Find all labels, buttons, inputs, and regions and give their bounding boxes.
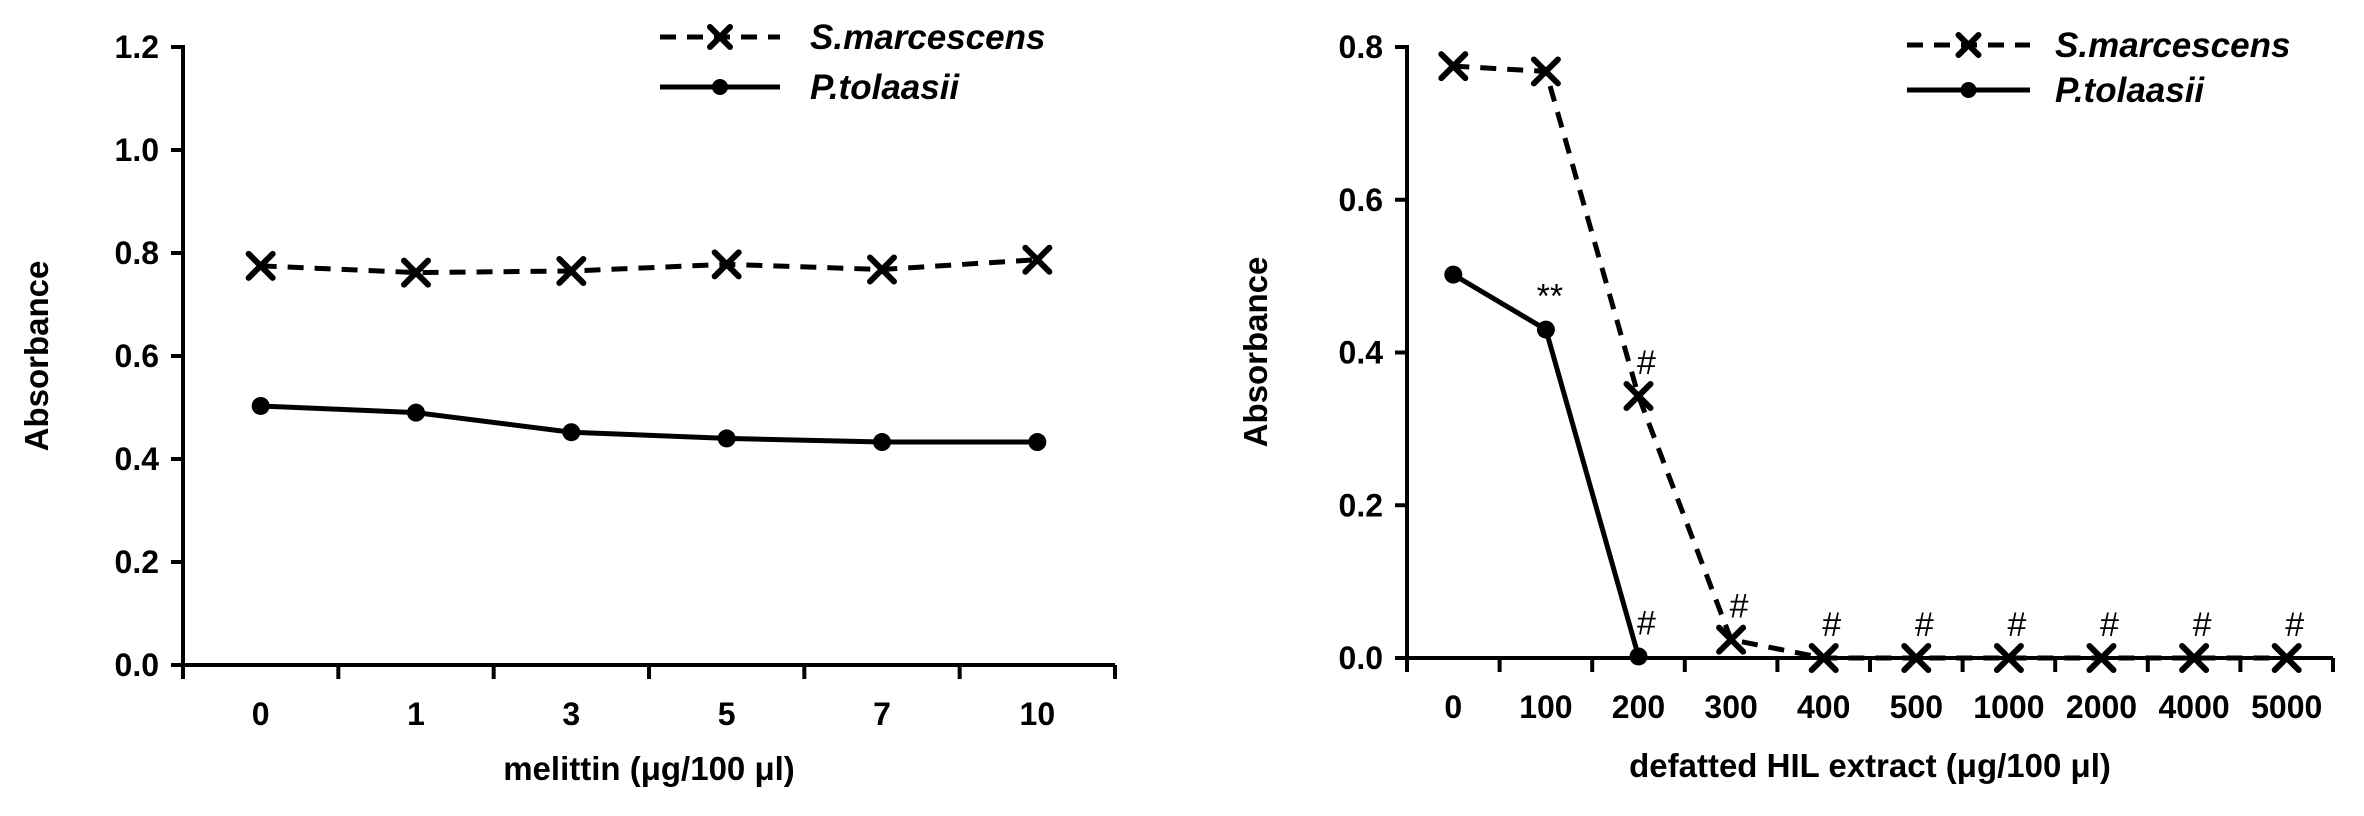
x-axis-title: defatted HIL extract (μg/100 μl)	[1629, 747, 2111, 784]
data-point-x	[867, 254, 897, 285]
x-axis-title: melittin (μg/100 μl)	[503, 750, 795, 787]
chart-melittin: 0.0 0.2 0.4 0.6 0.8 1.0 1.2 0 1 3 5 7 10 melittin (μg…	[18, 18, 1117, 787]
data-point-x	[1716, 624, 1747, 655]
legend-marker-dot	[1960, 82, 1977, 98]
data-point-x	[2086, 643, 2117, 673]
data-point-x	[245, 250, 276, 281]
series-line-p-tolaasii	[260, 403, 1038, 445]
y-tick-label: 0.8	[115, 235, 159, 271]
data-point-x	[556, 256, 587, 287]
series-line-s-marcescens	[1453, 63, 2287, 661]
significance-annotation: #	[1915, 606, 1934, 644]
y-tick-label: 0.6	[115, 338, 159, 374]
marker-stroke	[2271, 643, 2302, 673]
x-tick-label: 5	[718, 696, 736, 732]
marker-stroke	[711, 249, 742, 280]
chart-hil-extract: 0.0 0.2 0.4 0.6 0.8 0 100 200 300 400 500 1000 2000 4…	[1237, 26, 2335, 784]
x-tick-label: 500	[1890, 689, 1943, 725]
marker-stroke	[1901, 643, 1932, 673]
data-point-dot	[717, 429, 736, 448]
y-tick-label: 0.6	[1339, 182, 1383, 218]
x-tick-label: 0	[1444, 689, 1462, 725]
legend-label: S.marcescens	[810, 18, 1045, 57]
x-tick-label: 3	[562, 696, 580, 732]
data-point-x	[1901, 643, 1932, 673]
y-tick-label: 0.4	[1339, 335, 1384, 371]
y-tick-label: 0.2	[1339, 487, 1383, 523]
marker-stroke	[867, 254, 897, 285]
marker-stroke	[245, 250, 276, 281]
marker-stroke	[1955, 32, 1982, 58]
y-tick-label: 0.0	[115, 647, 159, 683]
y-tick-label: 1.0	[115, 132, 159, 168]
marker-stroke	[1716, 624, 1747, 655]
x-tick-label: 0	[252, 696, 270, 732]
significance-annotation: #	[2100, 606, 2119, 644]
data-point-x	[1993, 643, 2024, 673]
y-tick-label: 1.2	[115, 29, 159, 65]
legend-marker-x	[707, 24, 733, 50]
data-point-dot	[873, 433, 891, 452]
y-axis-title: Absorbance	[1237, 257, 1274, 448]
x-tick-label: 10	[1020, 696, 1056, 732]
data-point-x	[1530, 56, 1561, 87]
legend-marker-dot	[712, 79, 728, 95]
data-point-x	[1438, 51, 1469, 82]
x-tick-label: 7	[873, 696, 891, 732]
significance-annotation: #	[2285, 606, 2304, 644]
y-tick-label: 0.0	[1339, 640, 1383, 676]
data-point-x	[401, 257, 431, 288]
marker-stroke	[556, 256, 587, 287]
significance-annotation: #	[1637, 344, 1656, 382]
x-tick-label: 4000	[2159, 689, 2230, 725]
marker-stroke	[1022, 244, 1053, 275]
legend-label: S.marcescens	[2055, 26, 2290, 65]
data-point-dot	[1028, 433, 1047, 452]
significance-annotation: #	[2007, 606, 2026, 644]
data-point-dot	[1536, 320, 1555, 339]
data-point-x	[1808, 643, 1839, 673]
x-tick-label: 300	[1704, 689, 1757, 725]
y-tick-label: 0.2	[115, 544, 159, 580]
data-point-x	[2179, 643, 2210, 673]
marker-stroke	[707, 24, 733, 50]
marker-stroke	[2086, 643, 2117, 673]
y-tick-label: 0.4	[115, 441, 160, 477]
data-point-dot	[1444, 265, 1463, 284]
data-point-dot	[562, 423, 581, 442]
marker-stroke	[1808, 643, 1839, 673]
x-tick-label: 1000	[1973, 689, 2044, 725]
marker-stroke	[2179, 643, 2210, 673]
x-tick-label: 2000	[2066, 689, 2137, 725]
x-tick-label: 5000	[2251, 689, 2322, 725]
y-tick-label: 0.8	[1339, 29, 1383, 65]
data-point-x	[1022, 244, 1053, 275]
x-tick-label: 400	[1797, 689, 1850, 725]
x-tick-label: 100	[1519, 689, 1572, 725]
x-tick-label: 200	[1612, 689, 1665, 725]
data-point-dot	[251, 396, 270, 415]
legend-marker-x	[1955, 32, 1982, 58]
legend-label: P.tolaasii	[810, 68, 960, 107]
x-tick-label: 1	[407, 696, 425, 732]
marker-stroke	[401, 257, 431, 288]
data-point-x	[711, 249, 742, 280]
significance-annotation: **	[1537, 278, 1563, 316]
marker-stroke	[1993, 643, 2024, 673]
significance-annotation: #	[1730, 588, 1749, 626]
significance-annotation: #	[1822, 606, 1841, 644]
series-line-s-marcescens	[260, 257, 1038, 276]
data-point-x	[1623, 381, 1654, 412]
marker-stroke	[1530, 56, 1561, 87]
legend-label: P.tolaasii	[2055, 71, 2205, 110]
significance-annotation: #	[1637, 604, 1656, 642]
data-point-dot	[407, 403, 425, 422]
data-point-dot	[1629, 647, 1648, 666]
data-point-x	[2271, 643, 2302, 673]
marker-stroke	[1623, 381, 1654, 412]
marker-stroke	[1438, 51, 1469, 82]
significance-annotation: #	[2193, 606, 2212, 644]
y-axis-title: Absorbance	[18, 261, 55, 452]
